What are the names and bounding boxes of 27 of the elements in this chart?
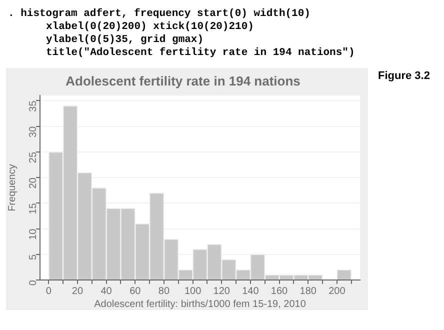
x-tick-label: 120 — [213, 286, 230, 297]
y-tick-label: 0 — [28, 280, 39, 286]
y-tick-label: 30 — [28, 126, 39, 138]
x-tick-label: 180 — [300, 286, 317, 297]
x-tick-label: 20 — [72, 286, 84, 297]
y-tick-label: 10 — [28, 228, 39, 240]
text: . histogram adfert, frequency start(0) width(10) — [8, 8, 312, 21]
y-tick-label: 35 — [28, 100, 39, 112]
chart-title: Adolescent fertility rate in 194 nations — [66, 73, 300, 88]
x-tick-label: 140 — [242, 286, 260, 297]
x-tick-label: 100 — [184, 286, 202, 297]
x-tick-label: 0 — [46, 286, 52, 297]
y-axis-title: Frequency — [6, 164, 18, 212]
x-tick-label: 160 — [270, 286, 288, 297]
text: title("Adolescent fertility rate in 194 nations") — [45, 47, 355, 60]
y-tick-label: 20 — [28, 177, 39, 189]
x-tick-label: 200 — [328, 286, 346, 297]
x-tick-label: 80 — [158, 286, 170, 297]
x-tick-label: 60 — [130, 286, 142, 297]
y-tick-label: 15 — [28, 202, 39, 214]
x-tick-label: 40 — [100, 286, 112, 297]
x-axis-title: Adolescent fertility: births/1000 fem 15-19, 2010 — [94, 298, 306, 310]
caption: Figure 3.2 — [378, 70, 430, 82]
y-tick-label: 5 — [28, 254, 39, 260]
text: ylabel(0(5)35, grid gmax) — [45, 34, 205, 47]
text: xlabel(0(20)200) xtick(10(20)210) — [45, 21, 255, 34]
y-tick-label: 25 — [28, 152, 39, 164]
